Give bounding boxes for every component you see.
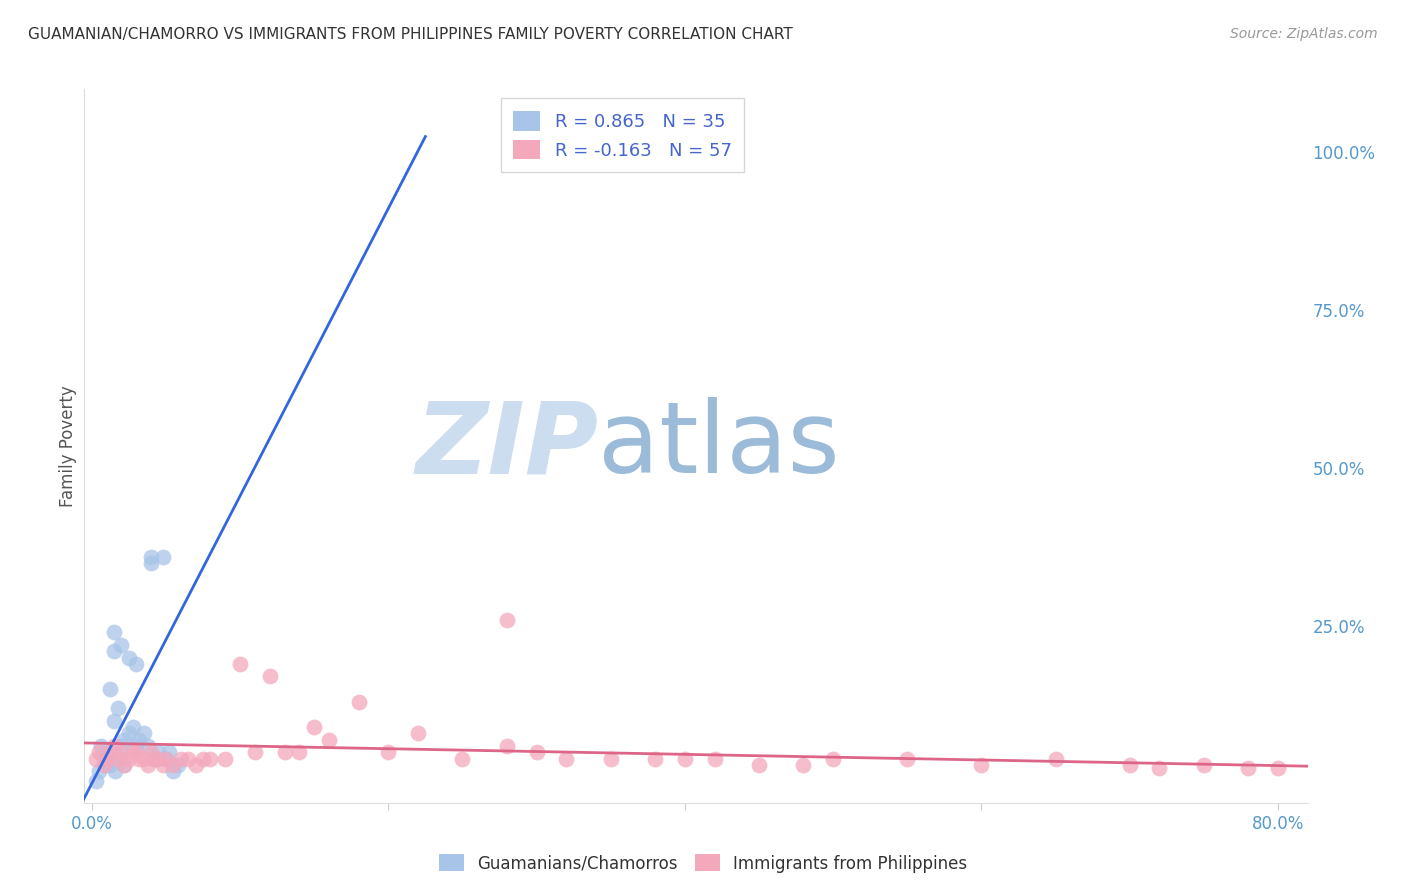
Point [496,739,519,753]
Point [93,758,115,772]
Point [703,751,725,765]
Point [139,556,162,570]
Point [644,751,666,765]
Text: atlas: atlas [598,398,839,494]
Point [259,669,281,683]
Point [125,657,148,671]
Point [136,758,159,772]
Point [125,739,148,753]
Point [347,695,370,709]
Point [152,758,174,772]
Point [1045,751,1067,765]
Point [103,739,125,753]
Point [1192,758,1215,772]
Point [377,745,399,759]
Point [243,745,266,759]
Point [496,613,519,627]
Point [84,751,107,765]
Point [823,751,845,765]
Point [122,745,145,759]
Point [139,549,162,564]
Point [118,751,141,765]
Point [177,751,200,765]
Point [112,732,135,747]
Point [162,764,184,779]
Point [599,751,621,765]
Point [118,650,141,665]
Y-axis label: Family Poverty: Family Poverty [59,385,77,507]
Point [90,739,112,753]
Point [184,758,207,772]
Point [104,764,127,779]
Point [673,751,696,765]
Point [152,549,174,564]
Point [526,745,548,759]
Point [896,751,918,765]
Point [98,745,121,759]
Point [143,751,166,765]
Point [112,758,135,772]
Point [118,726,141,740]
Point [103,644,125,658]
Point [191,751,214,765]
Point [89,745,111,759]
Point [302,720,325,734]
Point [107,701,129,715]
Text: ZIP: ZIP [415,398,598,494]
Point [132,726,155,740]
Point [110,745,132,759]
Point [103,625,125,640]
Point [170,751,193,765]
Point [229,657,252,671]
Point [148,745,170,759]
Point [132,751,155,765]
Point [128,732,150,747]
Point [406,726,429,740]
Point [162,758,184,772]
Point [107,751,129,765]
Point [1237,761,1260,775]
Point [84,773,107,788]
Point [112,758,135,772]
Point [288,745,311,759]
Text: Source: ZipAtlas.com: Source: ZipAtlas.com [1230,27,1378,41]
Point [125,745,148,759]
Point [157,745,180,759]
Point [1118,758,1140,772]
Point [96,751,118,765]
Point [139,745,162,759]
Point [1267,761,1289,775]
Point [103,714,125,728]
Point [155,751,177,765]
Legend: R = 0.865   N = 35, R = -0.163   N = 57: R = 0.865 N = 35, R = -0.163 N = 57 [501,98,745,172]
Legend: Guamanians/Chamorros, Immigrants from Philippines: Guamanians/Chamorros, Immigrants from Ph… [433,847,973,880]
Point [555,751,578,765]
Point [89,764,111,779]
Point [148,751,170,765]
Point [122,720,145,734]
Point [970,758,993,772]
Point [451,751,474,765]
Point [110,739,132,753]
Point [93,751,115,765]
Point [136,739,159,753]
Point [143,751,166,765]
Point [94,758,117,772]
Point [1149,761,1171,775]
Point [98,758,121,772]
Point [748,758,770,772]
Point [96,745,118,759]
Point [110,638,132,652]
Point [108,751,131,765]
Point [214,751,236,765]
Point [200,751,222,765]
Point [98,682,121,697]
Point [318,732,340,747]
Point [128,751,150,765]
Point [155,751,177,765]
Point [792,758,814,772]
Point [273,745,295,759]
Point [166,758,188,772]
Text: GUAMANIAN/CHAMORRO VS IMMIGRANTS FROM PHILIPPINES FAMILY POVERTY CORRELATION CHA: GUAMANIAN/CHAMORRO VS IMMIGRANTS FROM PH… [28,27,793,42]
